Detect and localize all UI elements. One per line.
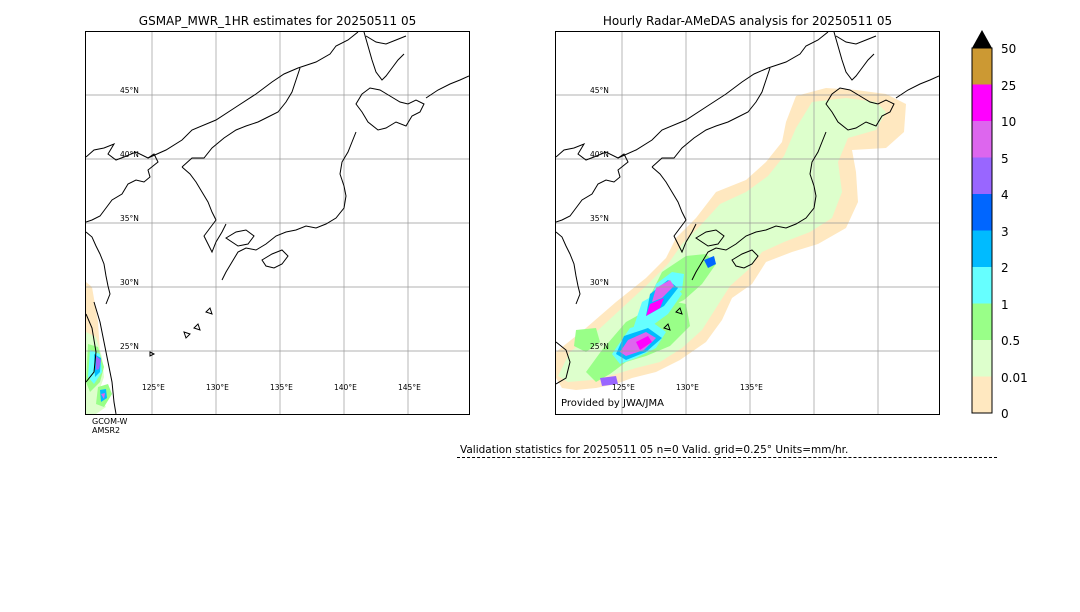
left-lat-25: 25°N: [120, 342, 139, 351]
right-lat-45: 45°N: [590, 86, 609, 95]
left-map-canvas: 45°N 40°N 35°N 30°N 25°N 125°E 130°E 135…: [86, 32, 469, 414]
colorbar-band: [972, 157, 992, 195]
satellite-label: GCOM-W AMSR2: [92, 417, 127, 435]
colorbar-band: [972, 303, 992, 341]
left-gridlines: [86, 32, 469, 414]
colorbar-label-0-5: 0.5: [1001, 334, 1021, 348]
colorbar-label-50: 50: [1001, 42, 1017, 56]
colorbar-band: [972, 340, 992, 377]
left-coastlines: [86, 32, 469, 414]
left-map-title: GSMAP_MWR_1HR estimates for 20250511 05: [138, 14, 417, 28]
right-map-title: Hourly Radar-AMeDAS analysis for 2025051…: [602, 14, 893, 28]
colorbar-label-2: 2: [1001, 261, 1009, 275]
right-lat-25: 25°N: [590, 342, 609, 351]
right-coastlines: [556, 32, 939, 385]
satellite-name: GCOM-W: [92, 417, 128, 426]
colorbar-label-0: 0: [1001, 407, 1009, 421]
right-lon-130: 130°E: [676, 383, 699, 392]
colorbar-band: [972, 194, 992, 231]
colorbar-label-5: 5: [1001, 151, 1009, 166]
left-lat-45: 45°N: [120, 86, 139, 95]
data-credit: Provided by JWA/JMA: [561, 398, 664, 409]
colorbar-label-10: 10: [1001, 115, 1017, 129]
validation-statistics: Validation statistics for 20250511 05 n=…: [460, 444, 849, 456]
colorbar-band: [972, 84, 992, 122]
right-lon-125: 125°E: [612, 383, 635, 392]
left-lon-125: 125°E: [142, 383, 165, 392]
colorbar-band: [972, 230, 992, 268]
right-map: 45°N 40°N 35°N 30°N 25°N 125°E 130°E 135…: [555, 31, 940, 415]
right-lat-30: 30°N: [590, 278, 609, 287]
colorbar-band: [972, 48, 992, 85]
left-lon-140: 140°E: [334, 383, 357, 392]
validation-divider: [457, 457, 997, 458]
colorbar-label-25: 25: [1001, 78, 1017, 93]
right-map-canvas: 45°N 40°N 35°N 30°N 25°N 125°E 130°E 135…: [556, 32, 939, 414]
colorbar-label-4: 4: [1001, 188, 1009, 202]
right-lon-135: 135°E: [740, 383, 763, 392]
right-lat-35: 35°N: [590, 214, 609, 223]
colorbar-label-0-01: 0.01: [1001, 370, 1028, 385]
colorbar-label-1: 1: [1001, 297, 1009, 312]
colorbar: [971, 30, 993, 414]
colorbar-band: [972, 121, 992, 158]
left-lat-30: 30°N: [120, 278, 139, 287]
right-gridlines: [556, 32, 939, 414]
right-precip-coverage: [556, 88, 906, 390]
colorbar-frame: [971, 47, 993, 414]
left-precip-taiwan: [86, 282, 112, 414]
colorbar-band: [972, 267, 992, 304]
colorbar-band: [972, 376, 992, 414]
colorbar-label-3: 3: [1001, 224, 1009, 239]
colorbar-extend-arrow: [972, 30, 992, 48]
right-lat-40: 40°N: [590, 150, 609, 159]
left-lon-130: 130°E: [206, 383, 229, 392]
left-lat-35: 35°N: [120, 214, 139, 223]
left-lon-145: 145°E: [398, 383, 421, 392]
left-lon-135: 135°E: [270, 383, 293, 392]
sensor-name: AMSR2: [92, 426, 121, 435]
left-lat-40: 40°N: [120, 150, 139, 159]
left-map: 45°N 40°N 35°N 30°N 25°N 125°E 130°E 135…: [85, 31, 470, 415]
